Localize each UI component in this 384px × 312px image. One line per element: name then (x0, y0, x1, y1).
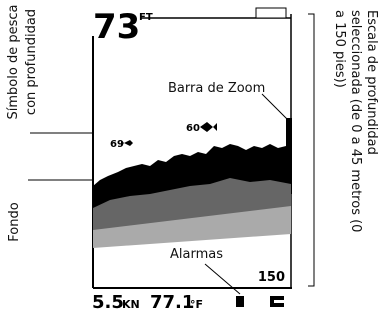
status-icon (270, 296, 284, 307)
fish-depth: 60 (186, 123, 200, 134)
callout-label: Fondo (7, 202, 22, 241)
callout-label: Alarmas (170, 247, 223, 262)
callout-label: Barra de Zoom (168, 81, 265, 96)
zoom-indicator (256, 8, 286, 18)
callout-label: seleccionada (de 0 a 45 metros (0 (348, 10, 363, 232)
temperature-unit: °F (190, 298, 203, 311)
alarm-icon (236, 296, 244, 307)
fish-icon (200, 122, 217, 132)
callout-line (205, 264, 240, 294)
temperature: 77.1 (150, 292, 194, 312)
callout-label: con profundidad (24, 9, 39, 115)
scale-bracket (308, 14, 314, 286)
speed-unit: KN (122, 298, 140, 311)
range-bottom: 150 (258, 270, 285, 285)
callout-label: a 150 pies)) (332, 10, 347, 88)
depth-reading: 73 (93, 7, 140, 47)
callout-label: Escala de profundidad (364, 10, 379, 155)
speed: 5.5 (92, 292, 124, 312)
depth-unit: FT (139, 12, 153, 23)
callout-label: Símbolo de pesca (6, 5, 21, 120)
callout-line (262, 94, 288, 120)
diagram: 69 60 73 FT 150 5.5 KN 77.1 °F Símbolo d… (0, 0, 384, 312)
